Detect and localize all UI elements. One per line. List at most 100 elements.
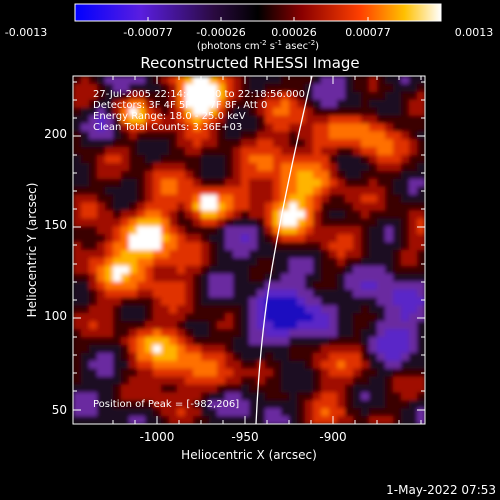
image-pixel — [153, 313, 162, 322]
image-pixel — [73, 202, 82, 212]
image-pixel — [241, 147, 250, 156]
image-pixel — [217, 408, 226, 417]
image-pixel — [73, 321, 82, 330]
image-pixel — [89, 400, 98, 409]
image-pixel — [257, 76, 266, 85]
image-pixel — [257, 163, 266, 172]
image-pixel — [225, 218, 234, 227]
image-pixel — [369, 321, 378, 330]
image-pixel — [345, 344, 354, 354]
image-pixel — [209, 99, 218, 109]
image-pixel — [201, 265, 210, 275]
image-pixel — [97, 321, 106, 330]
image-pixel — [353, 107, 362, 117]
image-pixel — [377, 218, 386, 227]
image-pixel — [233, 226, 242, 235]
image-pixel — [337, 163, 346, 172]
image-pixel — [233, 147, 242, 156]
image-pixel — [369, 384, 378, 393]
image-pixel — [369, 178, 378, 188]
image-pixel — [329, 99, 338, 109]
image-pixel — [105, 186, 114, 196]
image-pixel — [337, 313, 346, 322]
image-pixel — [193, 250, 202, 259]
image-pixel — [257, 368, 266, 378]
image-pixel — [97, 250, 106, 259]
image-pixel — [193, 83, 202, 93]
image-pixel — [233, 297, 242, 306]
image-pixel — [393, 234, 402, 243]
image-pixel — [417, 147, 425, 156]
image-pixel — [321, 250, 330, 259]
image-pixel — [105, 155, 114, 164]
image-pixel — [161, 360, 170, 370]
image-pixel — [121, 170, 130, 180]
image-pixel — [329, 186, 338, 196]
image-pixel — [193, 344, 202, 354]
image-pixel — [81, 194, 90, 204]
image-pixel — [345, 83, 354, 93]
image-pixel — [193, 392, 202, 401]
image-pixel — [145, 234, 154, 243]
image-pixel — [129, 400, 138, 409]
image-pixel — [329, 408, 338, 417]
image-pixel — [73, 226, 82, 235]
image-pixel — [329, 376, 338, 386]
image-pixel — [401, 115, 410, 125]
image-pixel — [409, 123, 418, 132]
image-pixel — [193, 178, 202, 188]
image-pixel — [345, 115, 354, 125]
image-pixel — [241, 139, 250, 148]
image-pixel — [329, 289, 338, 299]
info-counts: Clean Total Counts: 3.36E+03 — [93, 122, 242, 133]
image-pixel — [297, 218, 306, 227]
image-pixel — [289, 186, 298, 196]
image-pixel — [169, 234, 178, 243]
image-pixel — [361, 281, 370, 291]
image-pixel — [329, 305, 338, 314]
image-pixel — [129, 202, 138, 212]
image-pixel — [249, 305, 258, 314]
image-pixel — [225, 297, 234, 306]
image-pixel — [177, 139, 186, 148]
image-pixel — [89, 131, 98, 140]
image-pixel — [385, 131, 394, 140]
image-pixel — [97, 186, 106, 196]
image-pixel — [321, 416, 330, 424]
image-pixel — [177, 76, 186, 85]
image-pixel — [353, 131, 362, 140]
image-pixel — [153, 202, 162, 212]
image-pixel — [233, 384, 242, 393]
image-pixel — [289, 107, 298, 117]
image-pixel — [385, 170, 394, 180]
image-pixel — [409, 163, 418, 172]
image-pixel — [281, 178, 290, 188]
image-pixel — [289, 368, 298, 378]
image-pixel — [313, 289, 322, 299]
image-pixel — [201, 226, 210, 235]
image-pixel — [153, 281, 162, 291]
image-pixel — [233, 273, 242, 283]
image-pixel — [81, 163, 90, 172]
image-pixel — [289, 281, 298, 291]
image-pixel — [241, 400, 250, 409]
image-pixel — [105, 178, 114, 188]
image-pixel — [345, 337, 354, 346]
image-pixel — [177, 416, 186, 424]
image-pixel — [81, 178, 90, 188]
image-pixel — [409, 400, 418, 409]
image-pixel — [113, 250, 122, 259]
image-pixel — [257, 115, 266, 125]
image-pixel — [217, 273, 226, 283]
image-pixel — [225, 376, 234, 386]
image-pixel — [169, 226, 178, 235]
image-pixel — [393, 313, 402, 322]
image-pixel — [393, 131, 402, 140]
image-pixel — [313, 360, 322, 370]
image-pixel — [369, 234, 378, 243]
image-pixel — [265, 368, 274, 378]
image-pixel — [193, 123, 202, 132]
image-pixel — [193, 131, 202, 140]
image-pixel — [385, 242, 394, 251]
image-pixel — [273, 210, 282, 219]
